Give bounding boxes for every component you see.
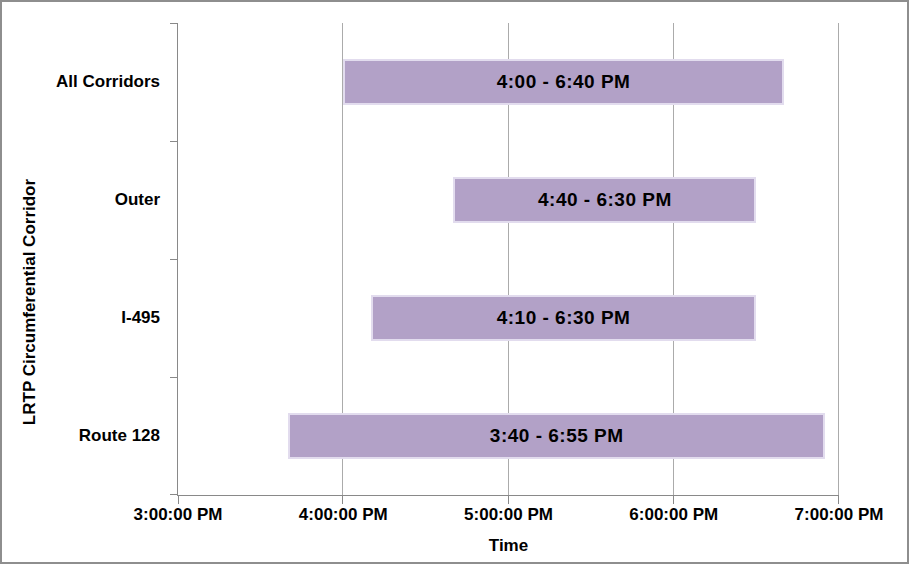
y-axis-title: LRTP Circumferential Corridor <box>18 66 42 538</box>
category-label: Route 128 <box>7 425 160 447</box>
bar: 4:00 - 6:40 PM <box>343 59 784 105</box>
y-axis-tick <box>170 494 177 495</box>
x-axis-tick <box>673 496 674 504</box>
bar-label: 3:40 - 6:55 PM <box>490 425 624 447</box>
category-label: Outer <box>7 189 160 211</box>
x-axis-tick <box>838 496 839 504</box>
x-tick-label: 6:00:00 PM <box>629 505 718 525</box>
x-axis-tick <box>342 496 343 504</box>
category-label: I-495 <box>7 307 160 329</box>
plot-area: Time 3:00:00 PM4:00:00 PM5:00:00 PM6:00:… <box>177 23 839 496</box>
bar-label: 4:40 - 6:30 PM <box>538 189 672 211</box>
gridline <box>838 23 839 495</box>
chart-window: LRTP Circumferential Corridor Time 3:00:… <box>0 0 909 564</box>
x-tick-label: 3:00:00 PM <box>134 505 223 525</box>
bar: 4:40 - 6:30 PM <box>453 177 756 223</box>
y-axis-tick <box>170 259 177 260</box>
x-axis-title: Time <box>178 536 839 556</box>
x-axis-tick <box>508 496 509 504</box>
y-axis-tick <box>170 23 177 24</box>
x-tick-label: 5:00:00 PM <box>464 505 553 525</box>
bar-label: 4:10 - 6:30 PM <box>497 307 631 329</box>
bar-label: 4:00 - 6:40 PM <box>497 71 631 93</box>
x-tick-label: 7:00:00 PM <box>795 505 884 525</box>
x-tick-label: 4:00:00 PM <box>299 505 388 525</box>
category-label: All Corridors <box>7 71 160 93</box>
y-axis-tick <box>170 141 177 142</box>
x-axis-tick <box>178 496 179 504</box>
y-axis-tick <box>170 377 177 378</box>
bar: 3:40 - 6:55 PM <box>288 413 825 459</box>
bar: 4:10 - 6:30 PM <box>371 295 757 341</box>
